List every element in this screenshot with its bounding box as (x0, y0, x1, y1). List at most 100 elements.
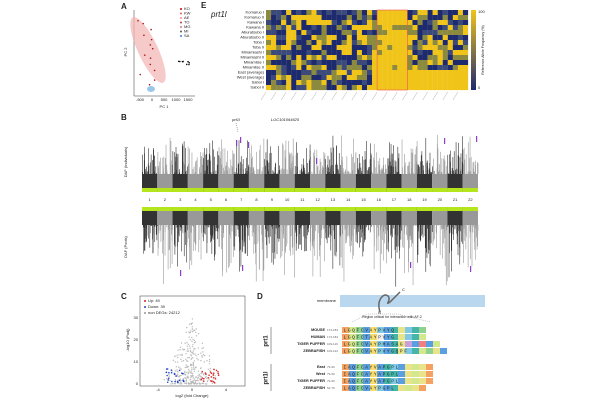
point (202, 347, 205, 349)
row-label: Minamiashi II (240, 55, 264, 60)
mean-line (172, 188, 188, 192)
heat-cell (452, 10, 458, 16)
peak (282, 143, 283, 174)
peak (407, 225, 409, 262)
mean-line (203, 207, 219, 211)
point (191, 345, 194, 348)
heat-cell (402, 25, 408, 31)
heat-cell (412, 85, 418, 91)
heat-cell (462, 30, 469, 36)
heat-cell (286, 40, 292, 46)
peak (177, 153, 179, 174)
column-tick (382, 91, 388, 101)
heat-cell (452, 40, 458, 46)
heat-cell (271, 35, 277, 41)
peak (389, 142, 390, 174)
peak (361, 171, 363, 174)
peak (395, 166, 397, 174)
heat-cell (447, 20, 453, 26)
peak (217, 151, 218, 174)
point (191, 318, 194, 320)
heat-cell (457, 25, 464, 31)
peak (413, 225, 415, 227)
heat-cell (437, 35, 443, 41)
residue (356, 327, 363, 333)
peak (432, 166, 433, 174)
heat-cell (447, 30, 453, 36)
species: East (317, 365, 326, 369)
peak (216, 225, 217, 229)
point (196, 379, 198, 382)
peak (443, 225, 445, 229)
peak (286, 225, 287, 247)
heat-cell (336, 65, 342, 71)
heat-cell (331, 85, 337, 91)
residue (433, 341, 440, 347)
heat-cell (397, 25, 403, 31)
mean-line (401, 207, 417, 211)
peak (286, 169, 288, 174)
heat-cell (422, 70, 428, 76)
residue (412, 327, 419, 333)
peak (268, 225, 270, 244)
sequence: IAQFCAYVAPGPL (344, 378, 400, 384)
heat-cell (387, 70, 393, 76)
heat-cell (336, 55, 342, 61)
column-tick (361, 91, 368, 101)
heat-cell (326, 20, 332, 26)
peak (401, 225, 402, 231)
heat-cell (286, 35, 292, 41)
heat-cell (402, 10, 408, 16)
peak (336, 145, 337, 174)
heat-cell (321, 65, 327, 71)
heat-cell (367, 75, 373, 81)
y-tick-label: 10 (134, 359, 139, 364)
heat-cell (286, 75, 292, 81)
peak (183, 225, 185, 257)
peak (187, 225, 188, 231)
peak (465, 154, 467, 174)
peak (332, 225, 334, 269)
peak (259, 149, 260, 174)
peak (201, 155, 202, 174)
residue (440, 348, 447, 354)
peak (265, 225, 267, 238)
heat-cell (407, 30, 413, 36)
heat-cell (341, 10, 347, 16)
peak (342, 225, 343, 235)
heat-cell (407, 80, 413, 86)
heat-cell (437, 65, 443, 71)
peak (409, 225, 410, 228)
peak (218, 155, 219, 174)
heat-cell (341, 60, 347, 66)
heat-cell (377, 35, 383, 41)
heat-cell (452, 50, 458, 56)
peak (364, 225, 366, 227)
peak (369, 225, 371, 233)
heat-cell (412, 75, 418, 81)
peak (322, 169, 323, 174)
plot-frame (139, 295, 246, 387)
heat-cell (286, 65, 292, 71)
heat-cell (281, 40, 287, 46)
heat-cell (422, 45, 428, 51)
heat-cell (447, 50, 453, 56)
heat-cell (331, 60, 337, 66)
peak (295, 225, 296, 231)
peak (463, 149, 465, 174)
peak (476, 225, 478, 250)
peak (439, 164, 440, 174)
point (179, 349, 181, 351)
peak (313, 152, 314, 174)
heat-cell (387, 15, 393, 21)
heat-cell (367, 40, 373, 46)
heat-cell (457, 50, 464, 56)
peak (462, 225, 463, 244)
peak (248, 164, 249, 174)
point (195, 376, 198, 378)
peak (274, 171, 276, 174)
point (197, 370, 200, 372)
point (208, 378, 210, 380)
point (181, 372, 183, 374)
peak (325, 225, 327, 239)
